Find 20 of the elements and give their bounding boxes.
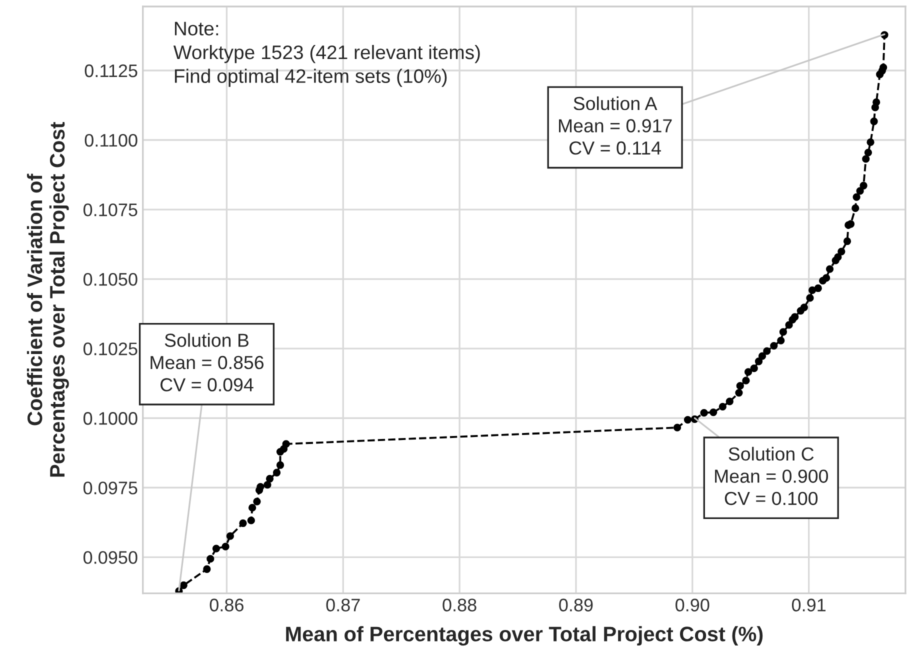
x-tick-label: 0.91 [792,598,826,612]
annotation: Solution C Mean = 0.900 CV = 0.100 [715,446,828,506]
y-tick-label: 0.1000 [83,412,138,425]
annotation: Note: Worktype 1523 (421 relevant items) Find optimal 42-item sets (10%) [173,22,480,87]
annotation: Solution A Mean = 0.917 CV = 0.114 [558,96,672,155]
x-tick-label: 0.87 [326,598,360,612]
y-tick-label: 0.1125 [84,64,138,78]
y-tick-label: 0.1075 [83,203,138,216]
y-tick-label: 0.1100 [84,134,138,147]
y-tick-label: 0.1025 [83,342,138,356]
x-tick-label: 0.88 [442,598,476,612]
y-tick-label: 0.0975 [83,482,138,494]
annotation: Solution B Mean = 0.856 CV = 0.094 [150,333,264,392]
y-axis-title: Coefficient of Variation of Percentages over Total Project Cost [26,122,69,477]
x-axis-title: Mean of Percentages over Total Project Cost (%) [286,626,763,646]
y-tick-label: 0.0950 [83,551,138,564]
x-tick-label: 0.90 [676,598,710,612]
y-tick-label: 0.1050 [83,272,138,286]
x-tick-label: 0.89 [559,598,593,612]
x-tick-label: 0.86 [210,598,244,612]
